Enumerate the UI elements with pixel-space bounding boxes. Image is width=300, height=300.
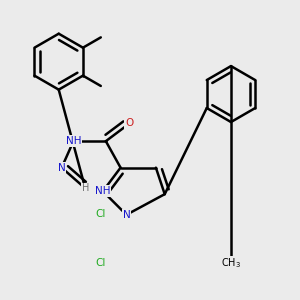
Text: O: O — [125, 118, 134, 128]
Text: NH: NH — [95, 186, 111, 196]
Text: H: H — [82, 183, 89, 193]
Text: NH: NH — [66, 136, 81, 146]
Text: N: N — [58, 163, 65, 173]
Text: N: N — [123, 210, 130, 220]
Text: Cl: Cl — [96, 258, 106, 268]
Text: CH$_3$: CH$_3$ — [221, 256, 241, 270]
Text: Cl: Cl — [96, 209, 106, 219]
